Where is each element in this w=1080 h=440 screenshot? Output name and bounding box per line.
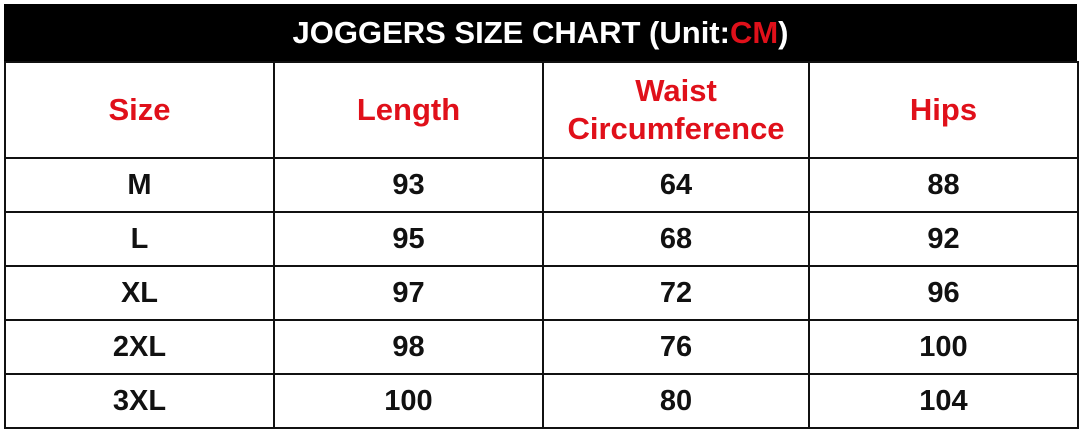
cell-waist: 80 — [542, 373, 810, 429]
header-length: Length — [273, 61, 544, 159]
cell-length: 93 — [273, 157, 544, 213]
title-text: JOGGERS SIZE CHART (Unit: — [292, 14, 730, 50]
cell-hips: 92 — [808, 211, 1079, 267]
cell-hips: 104 — [808, 373, 1079, 429]
size-table: Size Length Waist Circumference Hips M 93… — [4, 61, 1079, 429]
table-row: L 95 68 92 — [4, 211, 1079, 267]
cell-hips: 100 — [808, 319, 1079, 375]
cell-length: 98 — [273, 319, 544, 375]
cell-size: L — [4, 211, 275, 267]
cell-length: 100 — [273, 373, 544, 429]
cell-size: XL — [4, 265, 275, 321]
size-chart: JOGGERS SIZE CHART (Unit: CM) Size Lengt… — [4, 4, 1079, 429]
cell-size: 3XL — [4, 373, 275, 429]
header-waist: Waist Circumference — [542, 61, 810, 159]
cell-length: 95 — [273, 211, 544, 267]
cell-waist: 72 — [542, 265, 810, 321]
title-unit: CM — [729, 14, 779, 50]
header-size: Size — [4, 61, 275, 159]
chart-title: JOGGERS SIZE CHART (Unit: CM) — [4, 4, 1077, 61]
cell-size: M — [4, 157, 275, 213]
table-row: 3XL 100 80 104 — [4, 373, 1079, 429]
table-row: M 93 64 88 — [4, 157, 1079, 213]
cell-waist: 64 — [542, 157, 810, 213]
cell-waist: 68 — [542, 211, 810, 267]
cell-hips: 88 — [808, 157, 1079, 213]
table-row: XL 97 72 96 — [4, 265, 1079, 321]
title-close: ) — [778, 14, 789, 50]
header-waist-text: Waist Circumference — [567, 73, 785, 146]
cell-waist: 76 — [542, 319, 810, 375]
table-row: 2XL 98 76 100 — [4, 319, 1079, 375]
header-hips: Hips — [808, 61, 1079, 159]
header-row: Size Length Waist Circumference Hips — [4, 61, 1079, 159]
cell-size: 2XL — [4, 319, 275, 375]
cell-hips: 96 — [808, 265, 1079, 321]
cell-length: 97 — [273, 265, 544, 321]
